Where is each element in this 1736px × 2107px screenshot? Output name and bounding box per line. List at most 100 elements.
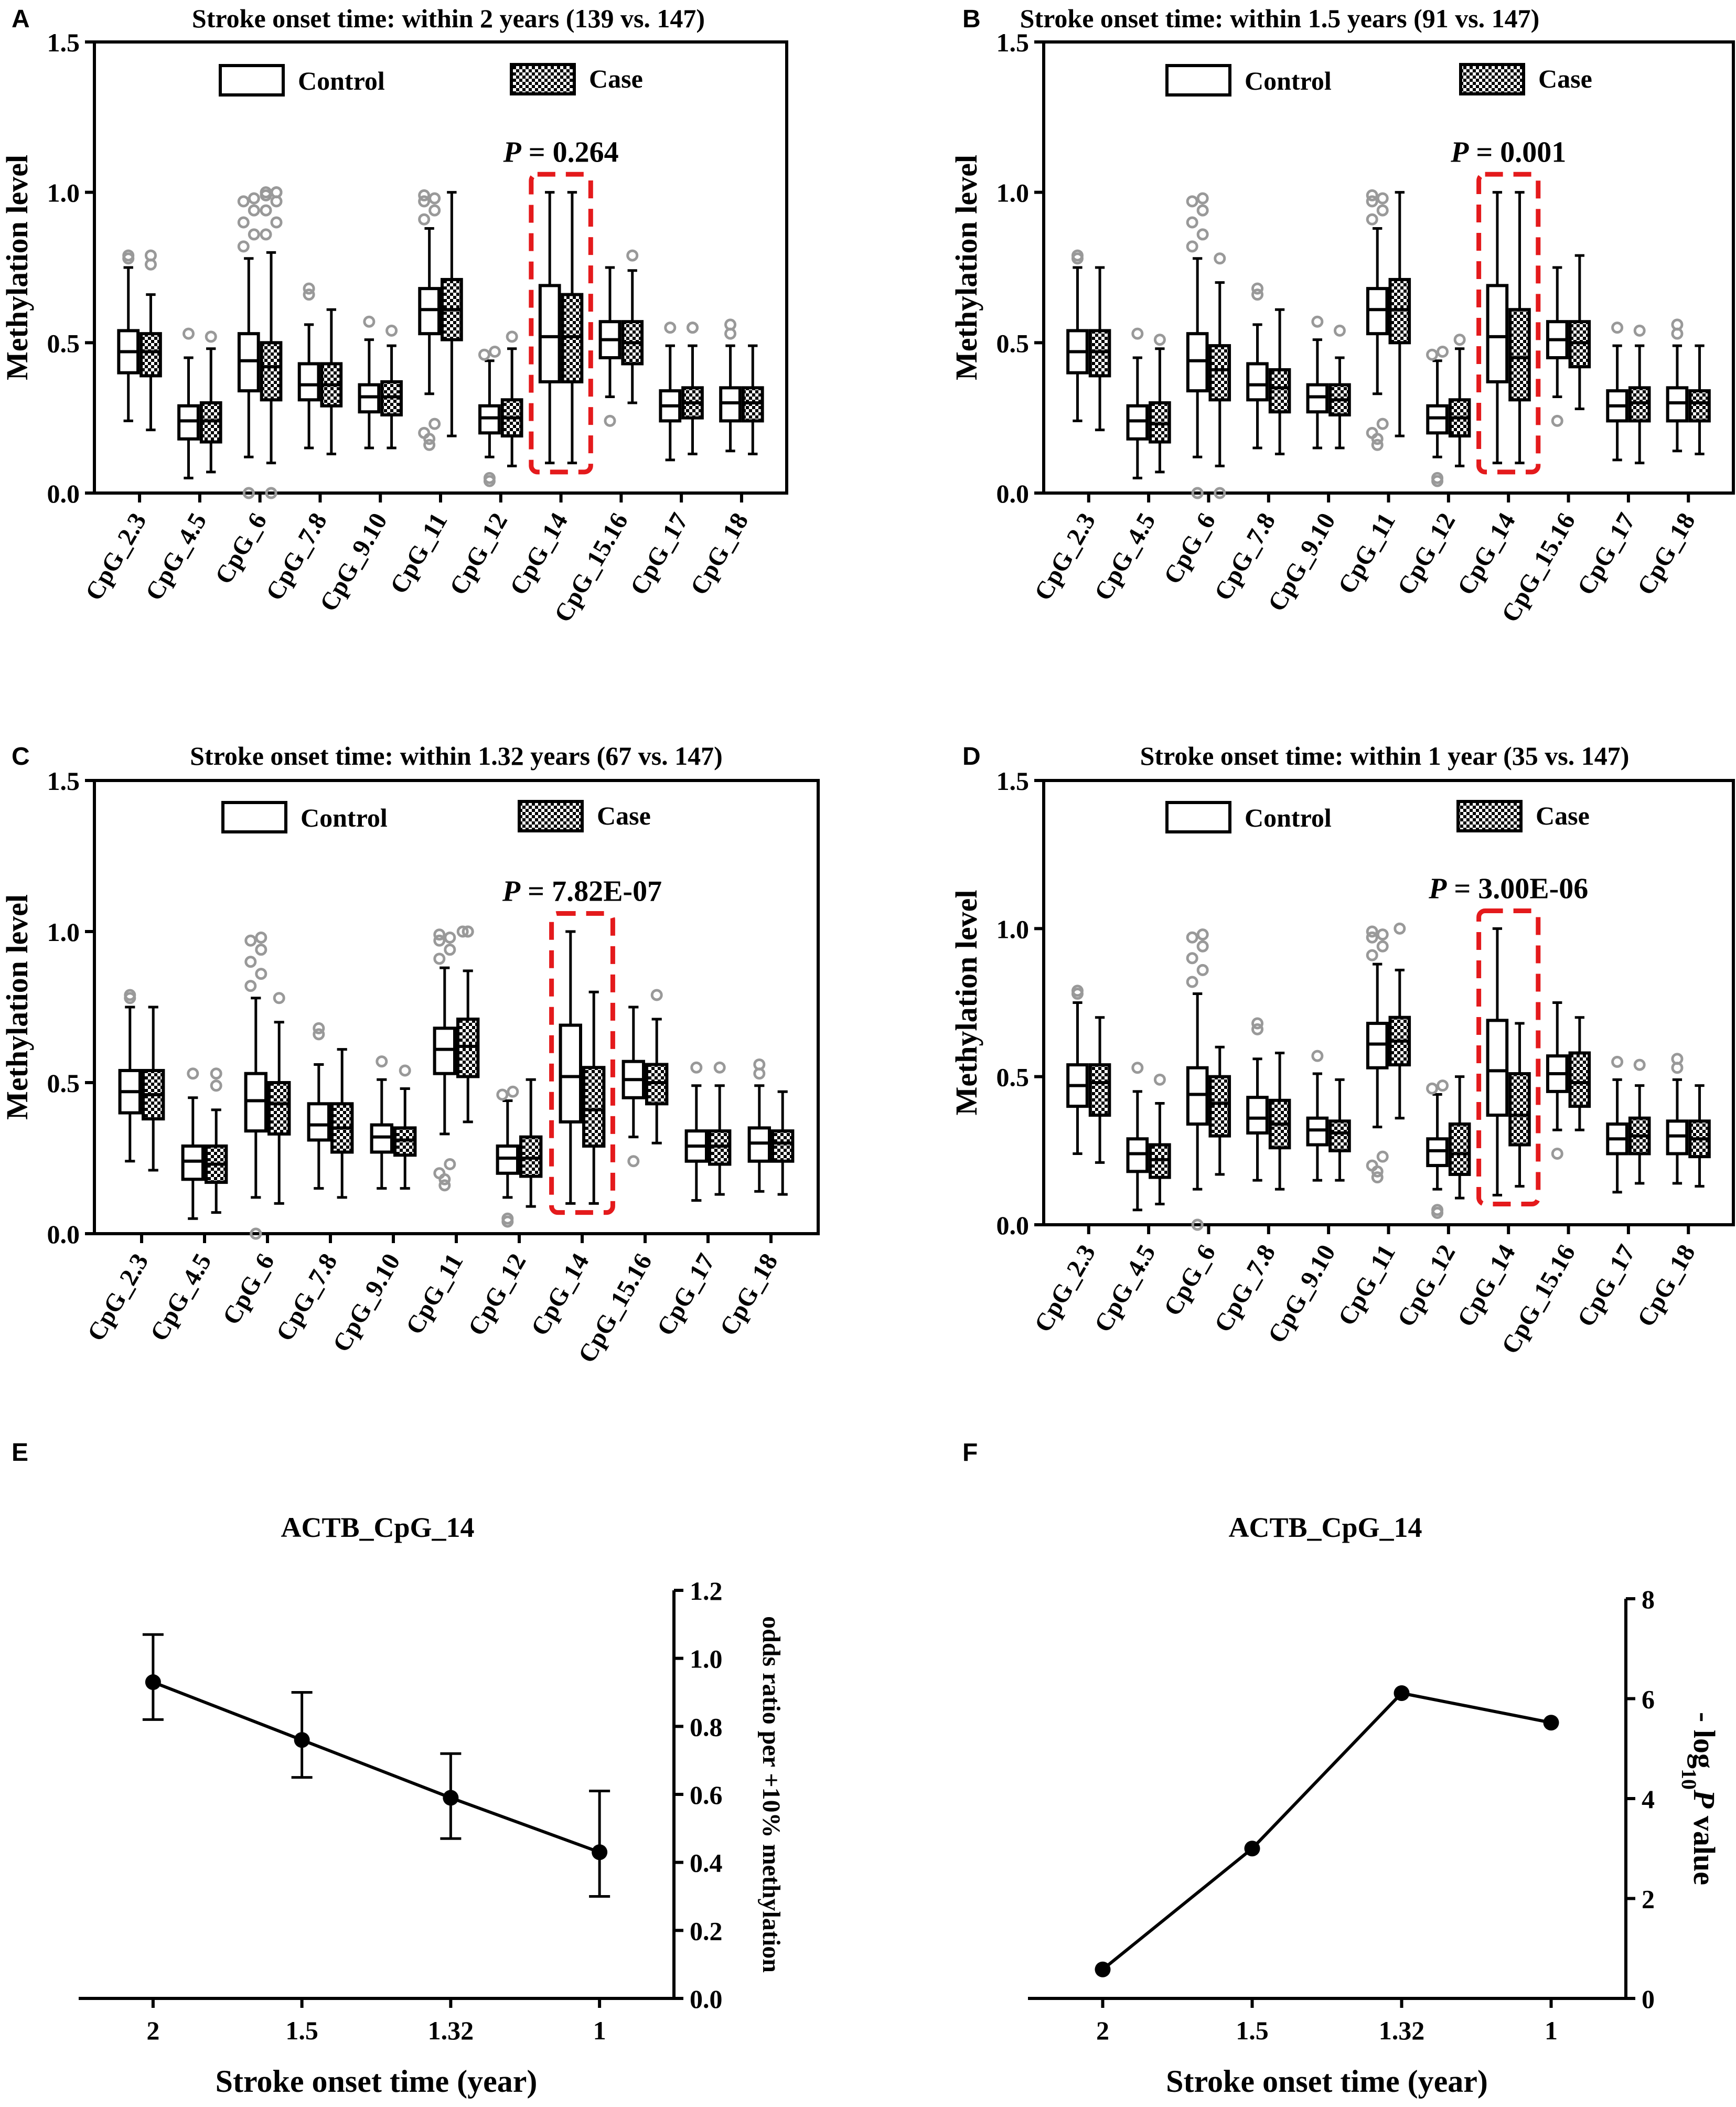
outlier-point xyxy=(210,1079,222,1092)
y-tick-label: 4 xyxy=(1642,1784,1655,1814)
y-axis-label: Methylation level xyxy=(949,890,983,1115)
outlier-point xyxy=(1131,1062,1144,1074)
x-tick-label: CpG_4.5 xyxy=(145,1249,217,1346)
y-axis-label: - log10P value xyxy=(1678,1712,1722,1885)
outlier-point xyxy=(1196,204,1209,217)
outlier-point xyxy=(1071,985,1084,997)
outlier-point xyxy=(1376,418,1389,430)
outlier-point xyxy=(1366,949,1378,961)
x-tick-label: 1.5 xyxy=(285,2016,318,2045)
legend-swatch-control xyxy=(1165,801,1231,833)
y-tick-label: 0.5 xyxy=(996,1063,1030,1092)
box-case xyxy=(140,332,162,378)
outlier-point xyxy=(303,282,315,295)
outlier-point xyxy=(428,192,441,205)
box-control xyxy=(1486,1019,1509,1117)
outlier-point xyxy=(1551,414,1563,427)
outlier-point xyxy=(363,315,376,328)
x-tick-label: CpG_14 xyxy=(505,508,573,600)
p-equals: = xyxy=(521,136,553,168)
outlier-point xyxy=(1426,348,1439,361)
x-tick-label: 1 xyxy=(593,2016,606,2045)
y-tick-label: 0.4 xyxy=(690,1848,723,1878)
outlier-point xyxy=(1431,1204,1444,1216)
outlier-point xyxy=(1196,228,1209,241)
outlier-point xyxy=(1611,322,1624,334)
box-control xyxy=(1486,284,1509,383)
box-case xyxy=(1208,1075,1231,1138)
outlier-point xyxy=(1371,438,1384,451)
x-tick-label: CpG_11 xyxy=(1333,1240,1401,1330)
y-tick-label: 0.0 xyxy=(690,1984,723,2014)
outlier-point xyxy=(690,1061,703,1074)
legend-label-control: Control xyxy=(1245,66,1332,95)
outlier-point xyxy=(237,240,250,253)
outlier-point xyxy=(1191,1218,1204,1231)
outlier-point xyxy=(1376,928,1389,941)
legend-label-control: Control xyxy=(301,803,388,832)
outlier-point xyxy=(626,249,639,262)
outlier-point xyxy=(270,216,283,229)
y-tick-label: 0 xyxy=(1642,1984,1655,2014)
outlier-point xyxy=(713,1061,726,1074)
outlier-point xyxy=(122,249,135,262)
legend-swatch-control xyxy=(1165,64,1231,97)
outlier-point xyxy=(1453,334,1466,346)
outlier-point xyxy=(444,1158,456,1171)
outlier-point xyxy=(433,953,446,965)
p-value: 3.00E-06 xyxy=(1478,872,1588,905)
outlier-point xyxy=(1366,195,1378,208)
y-tick-label: 0.8 xyxy=(690,1712,723,1741)
panel-C: C Stroke onset time: within 1.32 years (6… xyxy=(0,741,820,1367)
outlier-point xyxy=(1311,1050,1324,1062)
panel-letter: D xyxy=(962,743,981,771)
outlier-point xyxy=(265,487,277,499)
outlier-point xyxy=(1376,192,1389,205)
outlier-point xyxy=(1611,1055,1624,1068)
x-tick-label: 2 xyxy=(1096,2016,1109,2045)
legend-swatch-control xyxy=(221,801,287,833)
p-equals: = xyxy=(1469,136,1500,168)
p-symbol: P xyxy=(502,136,521,168)
legend-label-control: Control xyxy=(298,66,385,95)
outlier-point xyxy=(664,322,677,334)
outlier-point xyxy=(273,992,285,1004)
outlier-point xyxy=(144,249,157,262)
box-case xyxy=(1508,1072,1531,1147)
data-point xyxy=(145,1674,161,1691)
data-point xyxy=(1394,1685,1410,1702)
box-case xyxy=(1088,1063,1111,1117)
x-tick-label: CpG_14 xyxy=(1452,508,1520,600)
outlier-point xyxy=(1366,426,1378,439)
data-point xyxy=(443,1790,459,1806)
legend-label-control: Control xyxy=(1245,803,1332,832)
outlier-point xyxy=(255,932,267,944)
panel-D: D Stroke onset time: within 1 year (35 vs… xyxy=(949,741,1735,1359)
outlier-point xyxy=(1333,324,1346,337)
box-case xyxy=(1568,1051,1591,1108)
x-tick-label: CpG_18 xyxy=(714,1249,783,1340)
p-symbol: P xyxy=(1450,136,1469,168)
outlier-point xyxy=(313,1022,325,1034)
x-tick-label: CpG_6 xyxy=(217,1249,280,1330)
outlier-point xyxy=(686,322,699,334)
y-axis-label: Methylation level xyxy=(0,155,34,380)
outlier-point xyxy=(418,426,431,439)
outlier-point xyxy=(1366,213,1378,226)
outlier-point xyxy=(753,1058,766,1071)
outlier-point xyxy=(1437,1079,1449,1092)
outlier-point xyxy=(399,1064,411,1077)
p-value-annotation: P = 0.001 xyxy=(1450,136,1566,168)
panel-letter: C xyxy=(12,743,30,771)
x-tick-label: CpG_6 xyxy=(1159,508,1221,589)
legend-label-case: Case xyxy=(597,801,651,830)
outlier-point xyxy=(210,1067,222,1080)
box-case xyxy=(771,1129,795,1163)
x-axis-label: Stroke onset time (year) xyxy=(216,2064,538,2099)
outlier-point xyxy=(462,925,474,938)
outlier-point xyxy=(418,195,431,208)
outlier-point xyxy=(1437,346,1449,358)
x-tick-label: CpG_18 xyxy=(685,508,754,600)
outlier-point xyxy=(1251,1017,1264,1030)
y-tick-label: 1.5 xyxy=(47,28,80,57)
